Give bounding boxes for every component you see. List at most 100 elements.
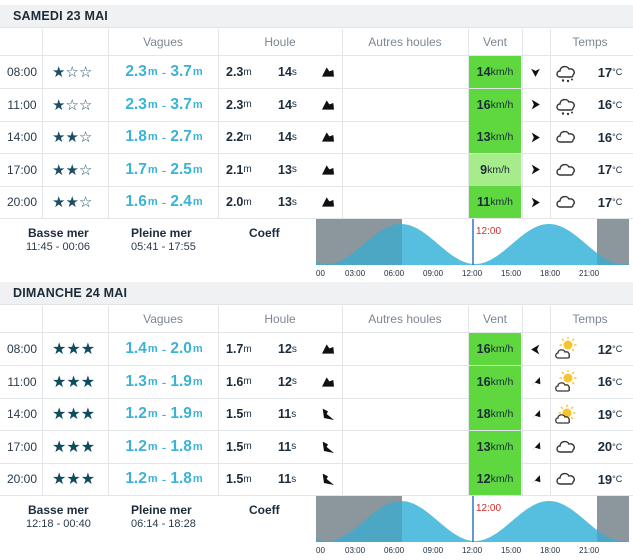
arrow-southeast-icon [318,398,338,430]
day-section: SAMEDI 23 MAI Vagues Houle Autres houles Ven… [0,5,633,280]
now-time-label: 12:00 [476,503,502,514]
temperature-unit: °C [612,197,623,207]
forecast-row[interactable]: 14:00 ★★☆ 1.8 m -2.7 m 2.2 m 14 s 13 km/h 16 °C [0,121,633,154]
cloud-icon [552,186,580,218]
swell-height-unit: m [243,473,252,485]
wind-speed-unit: km/h [490,473,514,485]
forecast-row[interactable]: 08:00 ★★★ 1.4 m -2.0 m 1.7 m 12 s 16 km/h 12 °C [0,333,633,366]
swell-period: 14 s [278,56,302,88]
axis-tick-label: 00 [316,269,325,278]
swell-period-value: 13 [278,195,292,209]
swell-height: 2.1 m [226,154,262,186]
temperature-unit: °C [612,376,623,387]
wave-unit: m [192,440,203,453]
column-header-other-swells: Autres houles [368,312,442,326]
arrow-down-icon [526,56,544,88]
swell-height-unit: m [243,343,252,355]
arrow-northeast-icon [318,56,338,88]
wave-unit: m [192,375,203,388]
wave-min: 1.6 [125,193,147,210]
row-time: 11:00 [7,374,37,389]
tide-chart: 12:00 [316,496,629,542]
rating-stars: ★★★ [52,471,96,488]
forecast-row[interactable]: 20:00 ★★★ 1.2 m -1.8 m 1.5 m 11 s 12 km/h 19 °C [0,463,633,496]
temperature-value: 17 [597,194,613,210]
swell-height-unit: m [243,196,252,208]
swell-height-value: 2.1 [226,162,244,177]
wave-max: 2.7 [170,128,192,145]
forecast-row[interactable]: 17:00 ★★★ 1.2 m -1.8 m 1.5 m 11 s 13 km/h 20 °C [0,430,633,464]
wave-unit: m [147,375,158,388]
rating-stars: ★★★ [52,373,96,391]
temperature-value: 17 [597,64,613,80]
swell-period: 12 s [278,366,302,398]
axis-tick-label: 15:00 [501,546,522,555]
wave-range: 1.4 m -2.0 m [112,333,216,365]
wave-max: 1.9 [170,405,192,422]
wave-separator: - [161,341,167,357]
sun-cloud-icon [552,366,580,398]
column-header-weather: Temps [572,35,608,49]
swell-period-value: 11 [278,407,292,421]
row-time: 08:00 [6,65,38,79]
arrow-right-icon [526,154,544,186]
row-time: 11:00 [7,97,37,112]
rating-stars: ★★★ [52,438,96,456]
forecast-row[interactable]: 20:00 ★★☆ 1.6 m -2.4 m 2.0 m 13 s 11 km/h 17 °C [0,186,633,219]
forecast-row[interactable]: 08:00 ★☆☆ 2.3 m -3.7 m 2.3 m 14 s 14 km/h 17 °C [0,56,633,89]
swell-height-value: 1.6 [226,374,244,389]
wave-separator: - [161,194,167,210]
axis-tick-label: 09:00 [423,546,444,555]
swell-height-value: 2.0 [226,195,244,209]
wave-separator: - [161,161,167,178]
wave-unit: m [147,98,158,111]
temperature-value: 20 [597,439,613,454]
swell-height-value: 1.7 [226,342,244,356]
wind-speed-unit: km/h [490,66,514,78]
swell-period-unit: s [291,164,297,175]
forecast-row[interactable]: 11:00 ★★★ 1.3 m -1.9 m 1.6 m 12 s 16 km/h 16 °C [0,365,633,399]
forecast-row[interactable]: 11:00 ★☆☆ 2.3 m -3.7 m 2.3 m 14 s 16 km/h 16 °C [0,88,633,122]
wind-speed-unit: km/h [490,98,514,111]
high-tide-times: 05:41 - 17:55 [131,241,196,253]
wind-speed: 13 km/h [469,121,521,153]
wind-speed: 16 km/h [469,365,521,398]
cloud-icon [552,154,580,186]
swell-height: 2.0 m [226,186,262,218]
temperature-value: 16 [597,374,613,389]
tide-curve [316,501,629,542]
wave-unit: m [147,343,158,355]
row-time: 20:00 [6,195,38,209]
axis-tick-label: 06:00 [384,269,405,278]
forecast-row[interactable]: 14:00 ★★★ 1.2 m -1.9 m 1.5 m 11 s 18 km/h 19 °C [0,398,633,431]
temperature: 17 °C [590,56,630,88]
swell-period-unit: s [291,473,297,485]
wave-separator: - [161,438,167,455]
high-tide-times: 06:14 - 18:28 [131,518,196,530]
temperature-unit: °C [612,67,623,77]
swell-period-value: 14 [278,97,292,112]
axis-tick-label: 15:00 [501,269,522,278]
wave-range: 1.3 m -1.9 m [112,366,216,398]
wave-min: 2.3 [125,63,147,80]
wind-speed-value: 16 [476,97,491,112]
wind-speed-value: 11 [477,195,491,209]
swell-period-value: 12 [278,374,292,389]
wave-unit: m [192,66,203,78]
swell-height-unit: m [243,376,252,387]
temperature-value: 16 [597,129,613,145]
arrow-southeast-icon [318,463,338,495]
wind-speed-unit: km/h [487,163,510,176]
wave-min: 1.2 [125,437,147,455]
wave-unit: m [192,196,203,208]
wind-speed: 14 km/h [469,56,521,88]
arrow-upleft-icon [526,366,544,398]
wave-max: 2.5 [170,160,192,178]
cloud-icon [552,121,580,153]
swell-height-value: 2.2 [226,130,244,144]
forecast-row[interactable]: 17:00 ★★☆ 1.7 m -2.5 m 2.1 m 13 s 9 km/h 17 °C [0,153,633,187]
swell-height-value: 1.5 [226,439,244,454]
wind-speed-unit: km/h [490,440,514,453]
day-section: DIMANCHE 24 MAI Vagues Houle Autres houles V… [0,282,633,557]
swell-height-value: 1.5 [226,472,244,486]
